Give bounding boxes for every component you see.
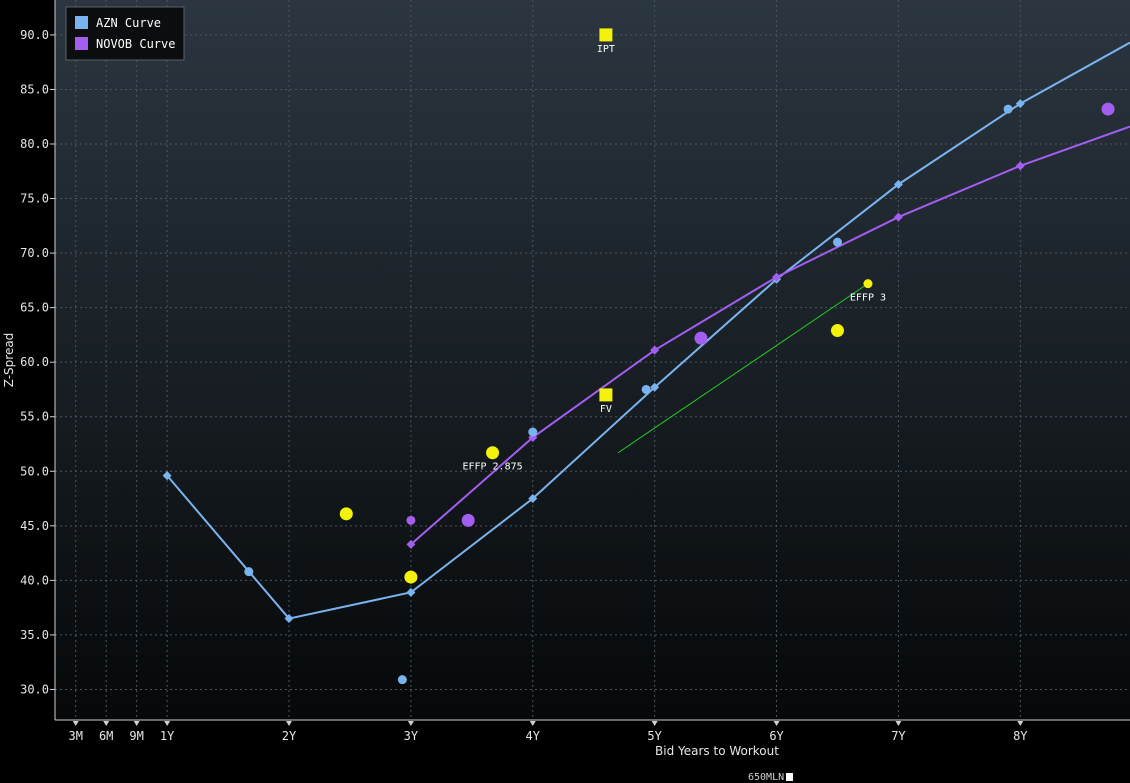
- x-tick-label: 2Y: [282, 729, 297, 743]
- x-tick-label: 3Y: [404, 729, 419, 743]
- plot-area[interactable]: [55, 0, 1130, 720]
- x-tick-mark: [72, 721, 79, 726]
- data-point[interactable]: [830, 324, 844, 338]
- annotations: IPT FV EFFP 2.875 EFFP 3: [462, 44, 886, 473]
- data-point[interactable]: [461, 513, 475, 527]
- annotation-label: EFFP 2.875: [462, 462, 522, 473]
- data-point[interactable]: [397, 675, 407, 685]
- azn-curve-node[interactable]: [528, 494, 538, 504]
- x-tick-label: 1Y: [160, 729, 175, 743]
- novob-curve-node[interactable]: [1015, 161, 1025, 171]
- data-point[interactable]: [1101, 102, 1115, 116]
- x-tick-mark: [103, 721, 110, 726]
- novob-curve-node[interactable]: [650, 345, 660, 355]
- x-tick-mark: [164, 721, 171, 726]
- data-point[interactable]: [694, 331, 708, 345]
- comparable-fit-line: [617, 283, 869, 454]
- x-tick-label: 7Y: [891, 729, 906, 743]
- x-tick-label: 8Y: [1013, 729, 1028, 743]
- x-tick-mark: [529, 721, 536, 726]
- legend-swatch-novob: [75, 37, 88, 50]
- y-tick-label: 60.0: [20, 355, 49, 369]
- x-tick-label: 6M: [99, 729, 113, 743]
- y-tick-label: 70.0: [20, 246, 49, 260]
- y-tick-label: 85.0: [20, 82, 49, 96]
- y-tick-label: 30.0: [20, 682, 49, 696]
- x-tick-label: 9M: [129, 729, 143, 743]
- annotation-label: IPT: [597, 44, 615, 55]
- y-tick-label: 35.0: [20, 628, 49, 642]
- data-point[interactable]: [244, 567, 254, 577]
- y-tick-label: 40.0: [20, 573, 49, 587]
- legend-label-novob: NOVOB Curve: [96, 37, 175, 51]
- x-tick-mark: [407, 721, 414, 726]
- legend-box: [65, 6, 185, 61]
- x-tick-label: 6Y: [769, 729, 784, 743]
- y-tick-label: 45.0: [20, 519, 49, 533]
- x-tick-label: 3M: [68, 729, 82, 743]
- y-tick-label: 65.0: [20, 301, 49, 315]
- legend[interactable]: AZN Curve NOVOB Curve: [65, 6, 185, 61]
- curves: [162, 41, 1130, 624]
- data-point[interactable]: [641, 384, 651, 394]
- y-tick-label: 50.0: [20, 464, 49, 478]
- y-axis-title: Z-Spread: [2, 333, 16, 388]
- x-tick-mark: [895, 721, 902, 726]
- data-point[interactable]: [406, 515, 416, 525]
- y-tick-label: 55.0: [20, 410, 49, 424]
- footer-indicator: [786, 773, 794, 781]
- azn-curve-node[interactable]: [650, 382, 660, 392]
- legend-swatch-azn: [75, 16, 88, 29]
- points: [244, 28, 1115, 685]
- azn-curve-node[interactable]: [406, 587, 416, 597]
- azn-curve-node[interactable]: [162, 471, 172, 481]
- data-point[interactable]: [404, 570, 418, 584]
- footer-readout: 650MLN: [748, 772, 794, 783]
- data-point[interactable]: [832, 237, 842, 247]
- axis-ticks: 30.0 35.0 40.0 45.0 50.0 55.0 60.0 65.0 70.0 75.0…: [20, 28, 1028, 743]
- data-point[interactable]: [1003, 104, 1013, 114]
- legend-label-azn: AZN Curve: [96, 16, 161, 30]
- data-point[interactable]: [863, 279, 873, 289]
- footer-text: 650MLN: [748, 772, 785, 783]
- x-tick-label: 5Y: [647, 729, 662, 743]
- x-tick-mark: [1017, 721, 1024, 726]
- data-point-square[interactable]: [599, 28, 613, 42]
- x-tick-mark: [773, 721, 780, 726]
- data-point-square[interactable]: [599, 388, 613, 402]
- azn-curve-node[interactable]: [1015, 99, 1025, 109]
- x-tick-label: 4Y: [526, 729, 541, 743]
- azn-curve-node[interactable]: [284, 614, 294, 624]
- grid: [55, 0, 1130, 720]
- annotation-label: FV: [600, 404, 612, 415]
- novob-curve-node[interactable]: [772, 272, 782, 282]
- y-tick-label: 90.0: [20, 28, 49, 42]
- data-point[interactable]: [486, 446, 500, 460]
- y-tick-label: 75.0: [20, 192, 49, 206]
- novob-curve-node[interactable]: [406, 539, 416, 549]
- annotation-label: EFFP 3: [850, 293, 886, 304]
- data-point[interactable]: [528, 427, 538, 437]
- x-tick-mark: [286, 721, 293, 726]
- y-tick-label: 80.0: [20, 137, 49, 151]
- data-point[interactable]: [339, 507, 353, 521]
- azn-curve-node[interactable]: [893, 179, 903, 189]
- x-axis-title: Bid Years to Workout: [655, 744, 779, 758]
- x-tick-mark: [651, 721, 658, 726]
- x-tick-mark: [133, 721, 140, 726]
- novob-curve-node[interactable]: [893, 212, 903, 222]
